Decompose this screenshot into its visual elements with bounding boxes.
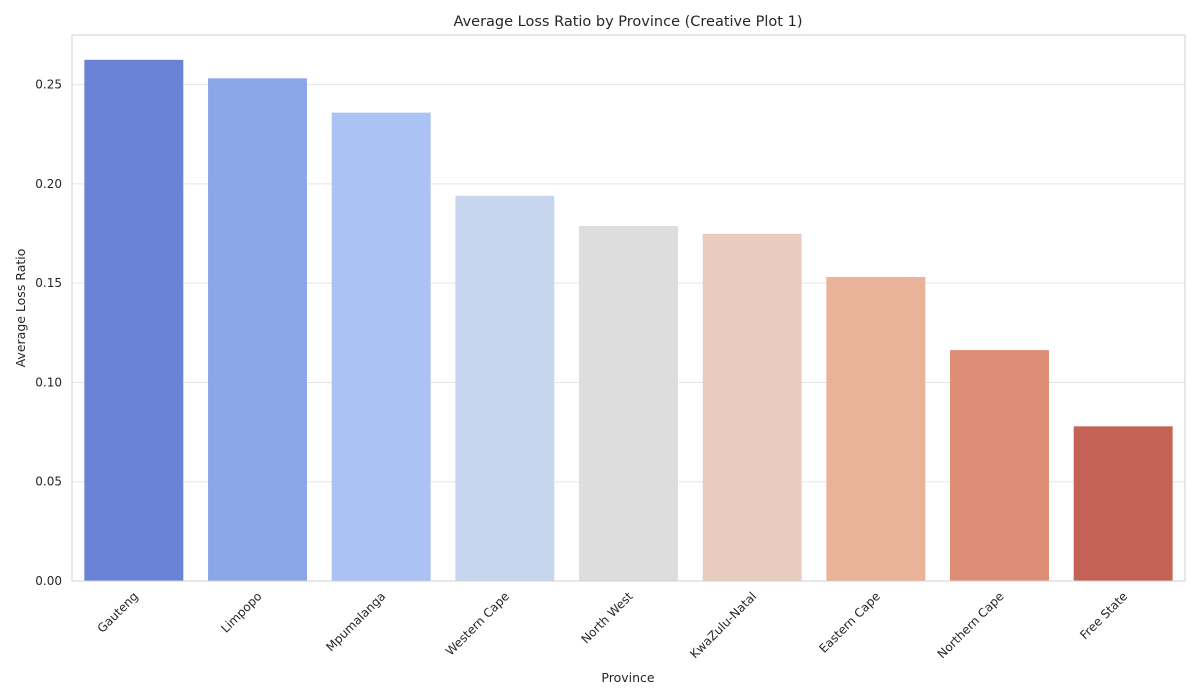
x-tick-label: Gauteng	[95, 589, 141, 635]
x-axis-label: Province	[601, 670, 654, 685]
x-tick-label: Free State	[1077, 589, 1130, 642]
y-tick-label: 0.05	[35, 475, 62, 489]
bar-northern-cape	[950, 350, 1049, 581]
chart-title: Average Loss Ratio by Province (Creative…	[454, 14, 803, 30]
bar-gauteng	[84, 59, 184, 582]
x-tick-label: KwaZulu-Natal	[687, 589, 759, 661]
y-tick-labels: 0.00 0.05 0.10 0.15 0.20 0.25	[35, 78, 62, 588]
bar-western-cape	[455, 195, 555, 581]
x-tick-label: Limpopo	[218, 589, 264, 635]
plot-frame	[71, 34, 1186, 582]
x-tick-label: Western Cape	[443, 589, 512, 658]
y-tick-label: 0.15	[35, 276, 62, 290]
y-tick-label: 0.20	[35, 177, 62, 191]
bar-limpopo	[208, 78, 307, 582]
x-tick-label: Northern Cape	[935, 589, 1007, 661]
x-tick-label: Eastern Cape	[816, 589, 883, 656]
y-tick-label: 0.25	[35, 78, 62, 92]
bar-kwazulu-natal	[702, 233, 802, 581]
bar-free-state	[1073, 426, 1173, 581]
y-tick-label: 0.00	[35, 574, 62, 588]
x-tick-label: North West	[578, 589, 635, 646]
y-tick-label: 0.10	[35, 375, 62, 389]
bar-north-west	[579, 226, 678, 581]
bars	[84, 59, 1173, 582]
x-tick-label: Mpumalanga	[323, 589, 388, 654]
x-tick-labels: Gauteng Limpopo Mpumalanga Western Cape Nort…	[95, 589, 1131, 661]
y-axis-label: Average Loss Ratio	[13, 249, 28, 368]
bar-eastern-cape	[826, 277, 926, 581]
bar-mpumalanga	[331, 112, 431, 581]
